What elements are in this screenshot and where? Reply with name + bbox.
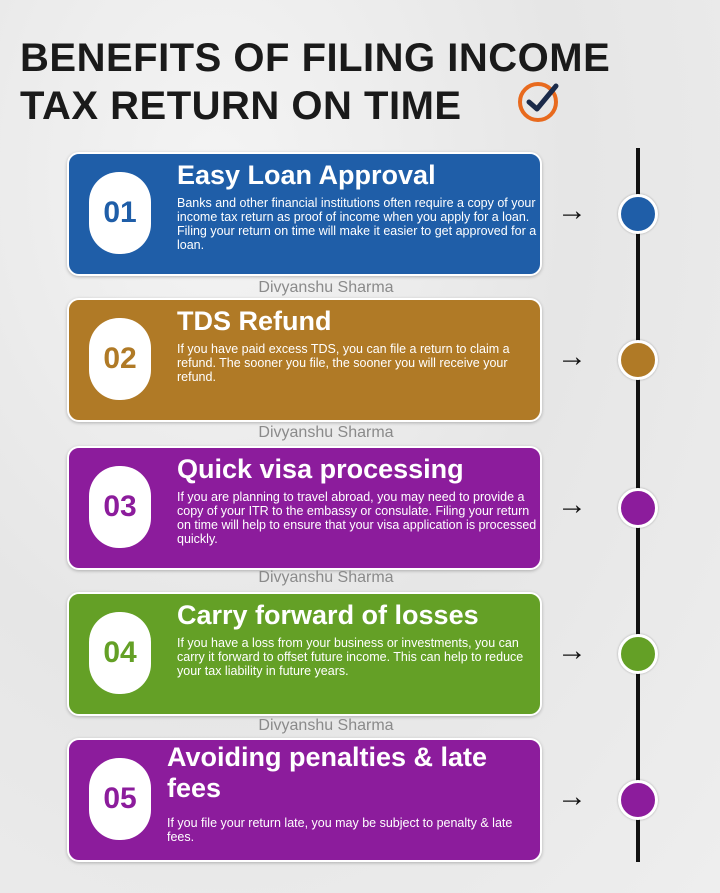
benefit-card: 04 Carry forward of losses If you have a… [67, 592, 542, 716]
watermark: Divyanshu Sharma [258, 569, 394, 586]
step-number: 01 [89, 172, 151, 254]
card-description: If you have a loss from your business or… [177, 636, 524, 678]
arrow-right-icon: → [557, 194, 587, 227]
card-description: If you file your return late, you may be… [167, 816, 513, 844]
benefit-card: 02 TDS Refund If you have paid excess TD… [67, 298, 542, 422]
card-title: Carry forward of losses [177, 600, 479, 630]
benefit-card: 01 Easy Loan Approval Banks and other fi… [67, 152, 542, 276]
arrow-right-icon: → [557, 340, 587, 373]
page-title-line-1: BENEFITS OF FILING INCOME [20, 36, 611, 80]
arrow-right-icon: → [557, 634, 587, 667]
step-number: 03 [89, 466, 151, 548]
card-description: If you have paid excess TDS, you can fil… [177, 342, 510, 384]
page-title-line-2: TAX RETURN ON TIME [20, 84, 462, 128]
card-title: Quick visa processing [177, 454, 464, 484]
timeline-dot [618, 780, 658, 820]
step-number: 02 [89, 318, 151, 400]
card-description: Banks and other financial institutions o… [177, 196, 537, 252]
card-title: Avoiding penalties & late fees [167, 742, 488, 803]
timeline-dot [618, 488, 658, 528]
step-number: 05 [89, 758, 151, 840]
arrow-right-icon: → [557, 780, 587, 813]
timeline-dot [618, 194, 658, 234]
benefit-card: 05 Avoiding penalties & late fees If you… [67, 738, 542, 862]
card-description: If you are planning to travel abroad, yo… [177, 490, 537, 546]
clock-check-icon [518, 82, 559, 122]
step-number: 04 [89, 612, 151, 694]
benefit-card: 03 Quick visa processing If you are plan… [67, 446, 542, 570]
arrow-right-icon: → [557, 488, 587, 521]
timeline-dot [618, 340, 658, 380]
watermark: Divyanshu Sharma [258, 717, 394, 734]
card-title: TDS Refund [177, 306, 332, 336]
card-title: Easy Loan Approval [177, 160, 436, 190]
timeline-dot [618, 634, 658, 674]
watermark: Divyanshu Sharma [258, 279, 394, 296]
watermark: Divyanshu Sharma [258, 424, 394, 441]
